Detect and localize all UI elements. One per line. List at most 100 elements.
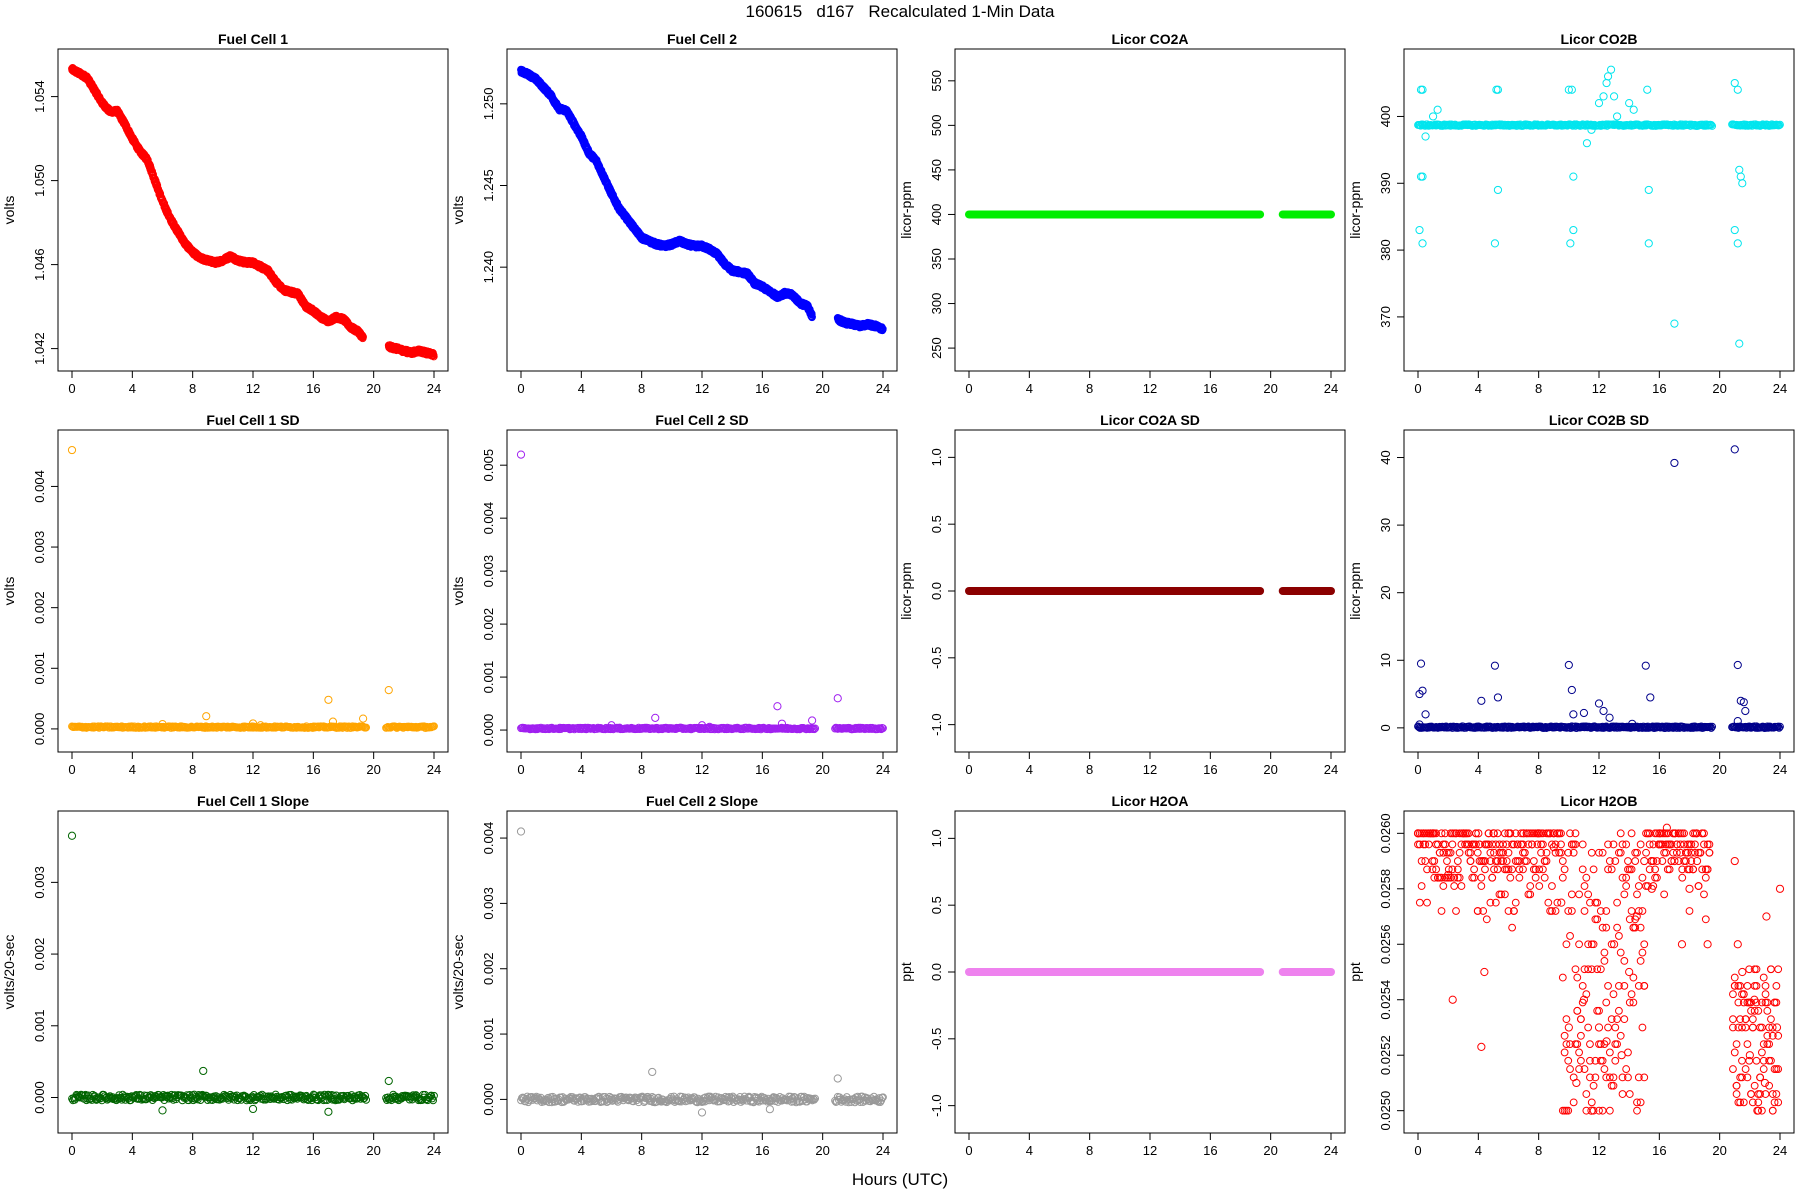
data-point	[1733, 85, 1742, 94]
x-tick-label: 20	[815, 381, 829, 396]
data-points	[516, 450, 887, 734]
data-point	[359, 333, 367, 341]
x-tick-label: 8	[1086, 762, 1093, 777]
y-tick-label: 0	[1378, 724, 1393, 731]
y-tick-label: 1.050	[32, 164, 47, 197]
data-point	[1625, 98, 1634, 108]
x-tick-label: 0	[517, 381, 524, 396]
x-tick-label: 24	[427, 762, 441, 777]
data-point	[67, 445, 77, 455]
x-tick-label: 16	[1652, 762, 1666, 777]
chart-title: Licor CO2A SD	[1100, 412, 1200, 428]
data-point	[1629, 105, 1638, 114]
data-point	[516, 450, 526, 459]
y-axis-label: volts	[450, 577, 466, 606]
x-tick-label: 8	[1535, 762, 1542, 777]
x-tick-label: 0	[1414, 381, 1421, 396]
y-tick-label: 0.002	[32, 591, 47, 624]
data-point	[1670, 319, 1679, 328]
x-tick-label: 8	[638, 762, 645, 777]
plot-frame	[1403, 429, 1795, 753]
y-tick-label: 1.250	[481, 88, 496, 121]
x-tick-label: 0	[965, 381, 972, 396]
data-point	[1569, 172, 1578, 181]
y-tick-label: 1.245	[481, 169, 496, 202]
data-point	[1730, 225, 1739, 235]
x-tick-label: 20	[366, 381, 380, 396]
data-point	[1569, 225, 1578, 235]
data-point	[1566, 239, 1575, 248]
y-axis-label: licor-ppm	[898, 562, 914, 620]
y-tick-label: 1.240	[481, 251, 496, 284]
data-point	[1609, 92, 1619, 101]
x-tick-label: 16	[755, 762, 769, 777]
data-points	[517, 65, 887, 335]
x-tick-label: 24	[876, 381, 890, 396]
x-tick-label: 4	[1026, 762, 1033, 777]
plot-frame	[1403, 48, 1795, 372]
y-tick-label: 40	[1378, 450, 1393, 464]
x-tick-label: 20	[1712, 381, 1726, 396]
x-tick-label: 8	[1535, 381, 1542, 396]
y-tick-label: 390	[1378, 172, 1393, 194]
x-tick-label: 12	[1592, 381, 1606, 396]
y-tick-label: 1.0	[929, 448, 944, 466]
x-tick-label: 20	[815, 762, 829, 777]
data-point	[808, 716, 817, 725]
data-point	[1490, 239, 1500, 248]
data-point	[202, 712, 211, 721]
y-tick-label: 0.003	[32, 531, 47, 564]
data-point	[1738, 179, 1747, 188]
data-point	[1582, 139, 1592, 148]
x-tick-label: 4	[578, 762, 585, 777]
x-tick-label: 12	[1592, 762, 1606, 777]
x-tick-label: 0	[965, 762, 972, 777]
x-tick-label: 20	[1263, 381, 1277, 396]
x-tick-label: 8	[189, 762, 196, 777]
data-point	[359, 714, 368, 723]
x-tick-label: 12	[246, 762, 260, 777]
x-tick-label: 12	[1143, 381, 1157, 396]
y-tick-label: 300	[929, 293, 944, 315]
chart-title: Licor CO2A	[1111, 31, 1188, 47]
y-axis-label: licor-ppm	[1347, 562, 1363, 620]
plot-frame	[954, 48, 1346, 372]
y-tick-label: -0.5	[929, 647, 944, 669]
page-title: 160615 d167 Recalculated 1-Min Data	[745, 2, 1055, 21]
chart-title: Fuel Cell 1	[218, 31, 288, 47]
x-tick-label: 16	[1652, 381, 1666, 396]
data-point	[1428, 112, 1438, 121]
data-points	[68, 64, 438, 361]
x-tick-label: 8	[638, 381, 645, 396]
data-point	[1736, 172, 1745, 181]
x-tick-label: 0	[68, 381, 75, 396]
data-point	[1643, 85, 1652, 94]
y-tick-label: 30	[1378, 518, 1393, 532]
x-tick-label: 16	[306, 381, 320, 396]
y-tick-label: 0.001	[481, 661, 496, 694]
chart-title: Fuel Cell 2	[667, 31, 737, 47]
y-tick-label: 0.000	[32, 713, 47, 746]
x-tick-label: 16	[1203, 762, 1217, 777]
x-tick-label: 24	[1773, 381, 1787, 396]
x-tick-label: 4	[1475, 381, 1482, 396]
y-tick-label: 450	[929, 159, 944, 181]
data-point	[1493, 185, 1503, 195]
y-axis-label: volts	[1, 196, 17, 225]
y-tick-label: 350	[929, 248, 944, 270]
data-point	[1603, 72, 1613, 81]
data-point	[1735, 165, 1744, 175]
x-tick-label: 24	[1324, 762, 1338, 777]
x-tick-label: 8	[1086, 381, 1093, 396]
chart-title: Fuel Cell 2 SD	[655, 412, 748, 428]
data-point	[1644, 185, 1653, 195]
plot-frame	[57, 429, 449, 753]
x-tick-label: 4	[129, 381, 136, 396]
y-tick-label: 1.046	[32, 248, 47, 281]
data-point	[1594, 98, 1604, 108]
